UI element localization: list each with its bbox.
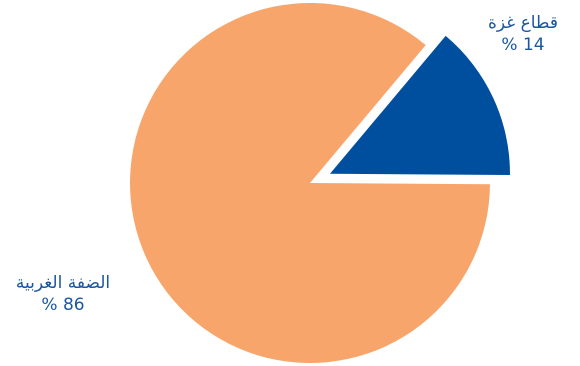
slice-label-westbank: الضفة الغربية % 86 (2, 272, 124, 316)
slice-label-gaza-value: % 14 (501, 35, 545, 55)
slice-label-gaza: قطاع غزة % 14 (478, 12, 568, 56)
slice-label-westbank-value: % 86 (41, 295, 85, 315)
slice-label-gaza-name: قطاع غزة (488, 13, 558, 33)
slice-westbank (129, 2, 490, 363)
slice-gaza (329, 35, 510, 176)
slice-label-westbank-name: الضفة الغربية (15, 273, 111, 293)
